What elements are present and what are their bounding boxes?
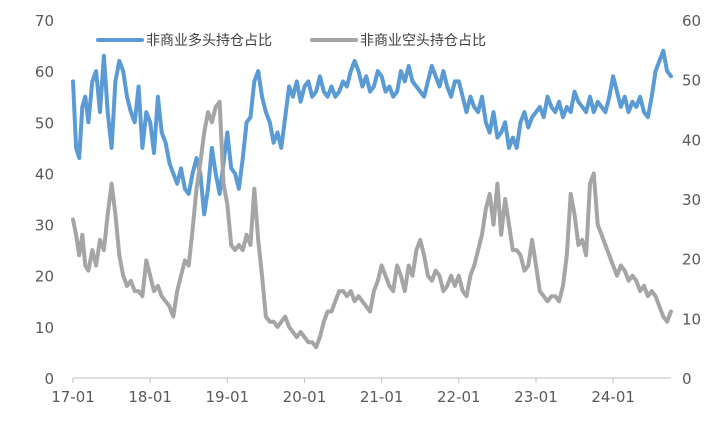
y-right-tick-label: 60: [682, 12, 701, 30]
y-left-tick-label: 40: [35, 165, 54, 183]
y-left-tick-label: 0: [44, 370, 54, 388]
legend-label-1: 非商业多头持仓占比: [146, 32, 272, 49]
y-left-tick-label: 30: [35, 217, 54, 235]
y-left-tick-label: 20: [35, 268, 54, 286]
y-right-tick-label: 10: [682, 310, 701, 328]
chart-legend: 非商业多头持仓占比 非商业空头持仓占比: [96, 32, 486, 49]
x-tick-label: 23-01: [514, 388, 558, 406]
y-left-tick-label: 70: [35, 12, 54, 30]
series-line-2: [71, 99, 673, 350]
y-left-tick-label: 60: [35, 63, 54, 81]
y-right-tick-label: 50: [682, 72, 701, 90]
x-tick-label: 20-01: [283, 388, 327, 406]
series-line-1: [71, 48, 673, 217]
y-right-tick-label: 30: [682, 191, 701, 209]
x-tick-label: 22-01: [437, 388, 481, 406]
series-layer: [71, 48, 673, 350]
y-left-tick-label: 50: [35, 114, 54, 132]
x-tick-label: 21-01: [360, 388, 404, 406]
legend-label-2: 非商业空头持仓占比: [360, 33, 486, 49]
x-tick-label: 17-01: [51, 388, 95, 406]
y-right-tick-label: 20: [682, 251, 701, 269]
y-right-tick-label: 40: [682, 131, 701, 149]
x-tick-label: 19-01: [206, 388, 250, 406]
x-tick-label: 18-01: [128, 388, 172, 406]
y-left-tick-label: 10: [35, 319, 54, 337]
x-tick-label: 24-01: [591, 388, 635, 406]
y-right-tick-label: 0: [682, 370, 692, 388]
axis-layer: 17-01 18-01 19-01 20-01 21-01 22-01 23-01 24-01…: [35, 12, 701, 406]
